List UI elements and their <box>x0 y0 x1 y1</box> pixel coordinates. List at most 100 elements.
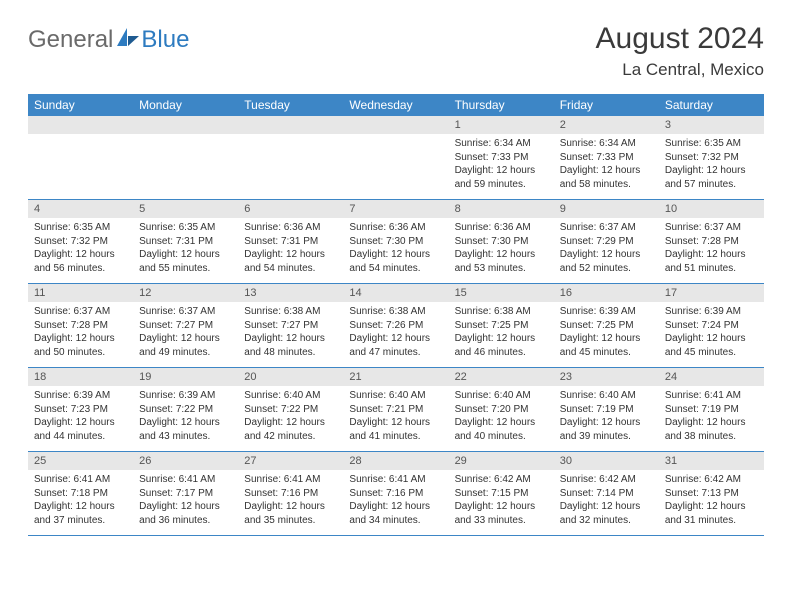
sunrise-text: Sunrise: 6:35 AM <box>139 221 232 235</box>
daylight-text: Daylight: 12 hours and 51 minutes. <box>665 248 758 275</box>
calendar-day-cell: 25Sunrise: 6:41 AMSunset: 7:18 PMDayligh… <box>28 452 133 536</box>
sunrise-text: Sunrise: 6:38 AM <box>244 305 337 319</box>
header: General Blue August 2024 La Central, Mex… <box>28 22 764 80</box>
day-details: Sunrise: 6:39 AMSunset: 7:25 PMDaylight:… <box>554 302 659 367</box>
day-details: Sunrise: 6:41 AMSunset: 7:18 PMDaylight:… <box>28 470 133 535</box>
logo-sail-icon <box>117 28 139 46</box>
day-number <box>343 116 448 134</box>
month-title: August 2024 <box>596 22 764 56</box>
day-number: 7 <box>343 200 448 218</box>
day-details: Sunrise: 6:37 AMSunset: 7:29 PMDaylight:… <box>554 218 659 283</box>
sunrise-text: Sunrise: 6:41 AM <box>349 473 442 487</box>
sunrise-text: Sunrise: 6:37 AM <box>665 221 758 235</box>
daylight-text: Daylight: 12 hours and 36 minutes. <box>139 500 232 527</box>
sunrise-text: Sunrise: 6:41 AM <box>139 473 232 487</box>
sunrise-text: Sunrise: 6:41 AM <box>244 473 337 487</box>
daylight-text: Daylight: 12 hours and 38 minutes. <box>665 416 758 443</box>
day-number: 3 <box>659 116 764 134</box>
calendar-day-cell <box>343 116 448 200</box>
day-number: 30 <box>554 452 659 470</box>
sunrise-text: Sunrise: 6:39 AM <box>560 305 653 319</box>
calendar-week-row: 1Sunrise: 6:34 AMSunset: 7:33 PMDaylight… <box>28 116 764 200</box>
sunrise-text: Sunrise: 6:39 AM <box>139 389 232 403</box>
day-details: Sunrise: 6:42 AMSunset: 7:13 PMDaylight:… <box>659 470 764 535</box>
calendar-day-cell: 26Sunrise: 6:41 AMSunset: 7:17 PMDayligh… <box>133 452 238 536</box>
sunset-text: Sunset: 7:15 PM <box>455 487 548 501</box>
daylight-text: Daylight: 12 hours and 56 minutes. <box>34 248 127 275</box>
day-number: 4 <box>28 200 133 218</box>
daylight-text: Daylight: 12 hours and 43 minutes. <box>139 416 232 443</box>
day-number: 21 <box>343 368 448 386</box>
calendar-day-cell <box>133 116 238 200</box>
calendar-day-cell: 30Sunrise: 6:42 AMSunset: 7:14 PMDayligh… <box>554 452 659 536</box>
weekday-header-row: Sunday Monday Tuesday Wednesday Thursday… <box>28 94 764 116</box>
calendar-day-cell: 14Sunrise: 6:38 AMSunset: 7:26 PMDayligh… <box>343 284 448 368</box>
day-details: Sunrise: 6:39 AMSunset: 7:22 PMDaylight:… <box>133 386 238 451</box>
sunrise-text: Sunrise: 6:40 AM <box>244 389 337 403</box>
daylight-text: Daylight: 12 hours and 57 minutes. <box>665 164 758 191</box>
sunset-text: Sunset: 7:33 PM <box>455 151 548 165</box>
sunset-text: Sunset: 7:24 PM <box>665 319 758 333</box>
day-details: Sunrise: 6:38 AMSunset: 7:25 PMDaylight:… <box>449 302 554 367</box>
calendar-day-cell: 15Sunrise: 6:38 AMSunset: 7:25 PMDayligh… <box>449 284 554 368</box>
day-number: 11 <box>28 284 133 302</box>
daylight-text: Daylight: 12 hours and 53 minutes. <box>455 248 548 275</box>
calendar-day-cell: 3Sunrise: 6:35 AMSunset: 7:32 PMDaylight… <box>659 116 764 200</box>
daylight-text: Daylight: 12 hours and 50 minutes. <box>34 332 127 359</box>
sunrise-text: Sunrise: 6:35 AM <box>34 221 127 235</box>
day-details: Sunrise: 6:38 AMSunset: 7:27 PMDaylight:… <box>238 302 343 367</box>
calendar-week-row: 18Sunrise: 6:39 AMSunset: 7:23 PMDayligh… <box>28 368 764 452</box>
sunrise-text: Sunrise: 6:36 AM <box>244 221 337 235</box>
calendar-day-cell: 11Sunrise: 6:37 AMSunset: 7:28 PMDayligh… <box>28 284 133 368</box>
day-details: Sunrise: 6:38 AMSunset: 7:26 PMDaylight:… <box>343 302 448 367</box>
weekday-header: Tuesday <box>238 94 343 116</box>
sunset-text: Sunset: 7:31 PM <box>244 235 337 249</box>
day-number: 24 <box>659 368 764 386</box>
calendar-day-cell: 21Sunrise: 6:40 AMSunset: 7:21 PMDayligh… <box>343 368 448 452</box>
sunrise-text: Sunrise: 6:37 AM <box>34 305 127 319</box>
daylight-text: Daylight: 12 hours and 48 minutes. <box>244 332 337 359</box>
calendar-day-cell <box>28 116 133 200</box>
sunset-text: Sunset: 7:18 PM <box>34 487 127 501</box>
daylight-text: Daylight: 12 hours and 55 minutes. <box>139 248 232 275</box>
calendar-day-cell: 20Sunrise: 6:40 AMSunset: 7:22 PMDayligh… <box>238 368 343 452</box>
daylight-text: Daylight: 12 hours and 49 minutes. <box>139 332 232 359</box>
daylight-text: Daylight: 12 hours and 33 minutes. <box>455 500 548 527</box>
day-number: 27 <box>238 452 343 470</box>
sunset-text: Sunset: 7:31 PM <box>139 235 232 249</box>
daylight-text: Daylight: 12 hours and 46 minutes. <box>455 332 548 359</box>
day-number: 14 <box>343 284 448 302</box>
sunset-text: Sunset: 7:19 PM <box>560 403 653 417</box>
sunset-text: Sunset: 7:27 PM <box>244 319 337 333</box>
sunset-text: Sunset: 7:19 PM <box>665 403 758 417</box>
day-details: Sunrise: 6:42 AMSunset: 7:14 PMDaylight:… <box>554 470 659 535</box>
daylight-text: Daylight: 12 hours and 54 minutes. <box>349 248 442 275</box>
calendar-day-cell: 4Sunrise: 6:35 AMSunset: 7:32 PMDaylight… <box>28 200 133 284</box>
day-details: Sunrise: 6:34 AMSunset: 7:33 PMDaylight:… <box>554 134 659 199</box>
daylight-text: Daylight: 12 hours and 32 minutes. <box>560 500 653 527</box>
sunset-text: Sunset: 7:25 PM <box>455 319 548 333</box>
daylight-text: Daylight: 12 hours and 47 minutes. <box>349 332 442 359</box>
title-block: August 2024 La Central, Mexico <box>596 22 764 80</box>
day-details: Sunrise: 6:41 AMSunset: 7:16 PMDaylight:… <box>238 470 343 535</box>
sunset-text: Sunset: 7:28 PM <box>34 319 127 333</box>
calendar-day-cell: 19Sunrise: 6:39 AMSunset: 7:22 PMDayligh… <box>133 368 238 452</box>
daylight-text: Daylight: 12 hours and 45 minutes. <box>560 332 653 359</box>
daylight-text: Daylight: 12 hours and 54 minutes. <box>244 248 337 275</box>
day-number: 15 <box>449 284 554 302</box>
day-details: Sunrise: 6:36 AMSunset: 7:30 PMDaylight:… <box>343 218 448 283</box>
day-number: 6 <box>238 200 343 218</box>
sunrise-text: Sunrise: 6:39 AM <box>665 305 758 319</box>
day-details: Sunrise: 6:37 AMSunset: 7:28 PMDaylight:… <box>28 302 133 367</box>
day-number: 25 <box>28 452 133 470</box>
calendar-body: 1Sunrise: 6:34 AMSunset: 7:33 PMDaylight… <box>28 116 764 536</box>
day-number: 5 <box>133 200 238 218</box>
sunrise-text: Sunrise: 6:40 AM <box>349 389 442 403</box>
calendar-week-row: 11Sunrise: 6:37 AMSunset: 7:28 PMDayligh… <box>28 284 764 368</box>
day-number: 22 <box>449 368 554 386</box>
calendar-day-cell: 29Sunrise: 6:42 AMSunset: 7:15 PMDayligh… <box>449 452 554 536</box>
calendar-day-cell: 5 Sunrise: 6:35 AMSunset: 7:31 PMDaylight… <box>133 200 238 284</box>
sunset-text: Sunset: 7:21 PM <box>349 403 442 417</box>
weekday-header: Saturday <box>659 94 764 116</box>
calendar-day-cell: 10Sunrise: 6:37 AMSunset: 7:28 PMDayligh… <box>659 200 764 284</box>
